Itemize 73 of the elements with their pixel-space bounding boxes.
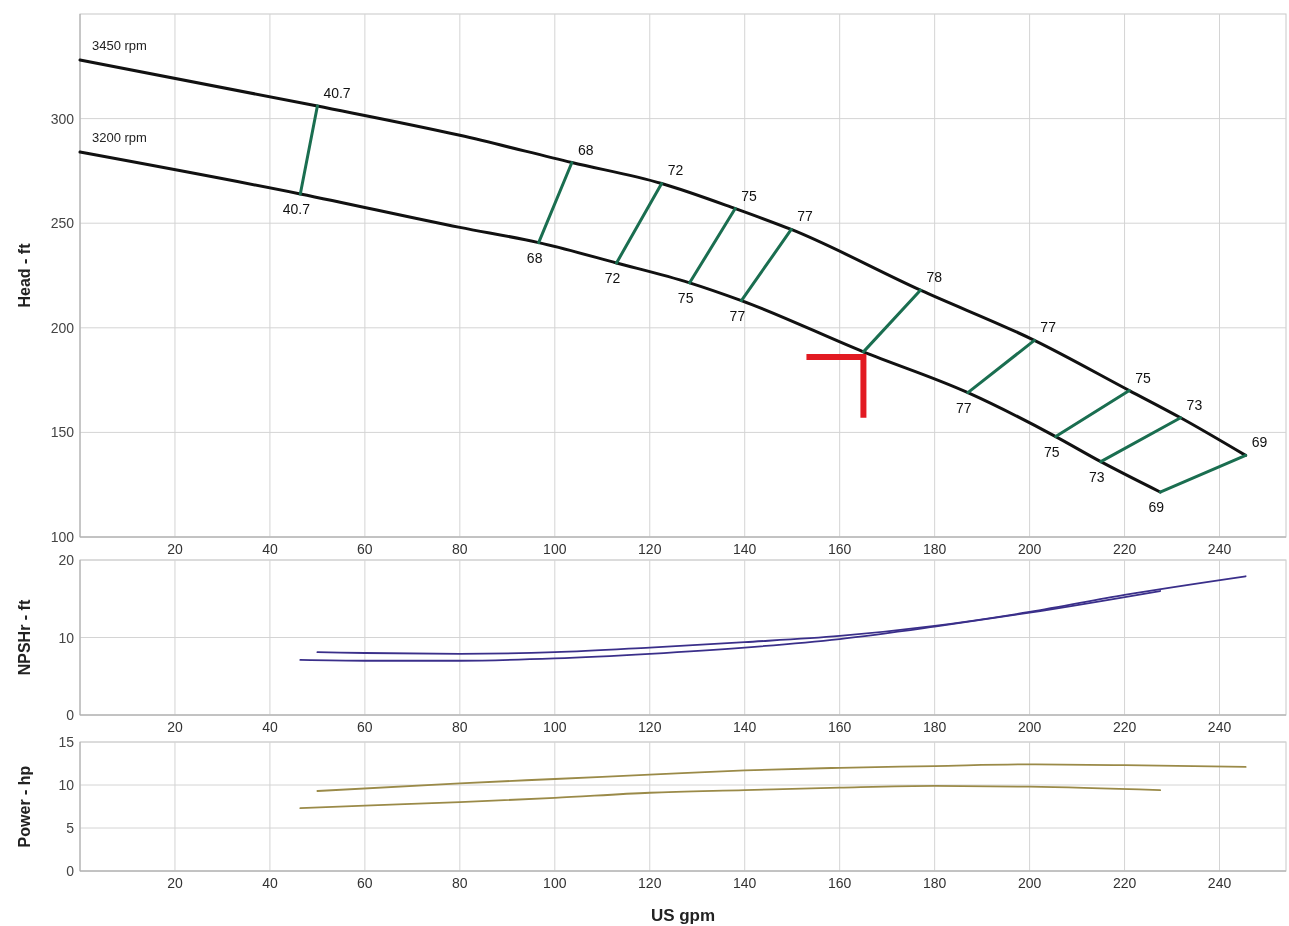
annotation: 69 xyxy=(1148,499,1165,516)
annotation: 68 xyxy=(526,249,543,266)
x-axis-title: US gpm xyxy=(650,906,716,925)
x-tick-label: 180 xyxy=(922,875,947,891)
annotation: 72 xyxy=(604,269,621,286)
x-tick-label: 80 xyxy=(452,719,468,735)
annotation: 77 xyxy=(797,208,814,225)
y-tick-label: 250 xyxy=(50,215,75,232)
y-axis-title: NPSHr - ft xyxy=(16,599,33,676)
annotation: 73 xyxy=(1186,396,1203,413)
y-tick-label: 150 xyxy=(50,424,75,441)
y-tick-label: 0 xyxy=(66,707,75,723)
x-tick-label: 160 xyxy=(828,719,852,735)
annotation: 72 xyxy=(667,162,684,179)
x-tick-label: 200 xyxy=(1017,719,1042,735)
series-label: 3450 rpm xyxy=(92,38,147,54)
annotation: 40.7 xyxy=(282,200,311,217)
x-tick-label: 240 xyxy=(1207,875,1232,891)
x-tick-label: 20 xyxy=(167,719,183,735)
annotation: 75 xyxy=(1135,369,1152,386)
annotation: 73 xyxy=(1089,468,1105,485)
annotation: 75 xyxy=(1043,443,1060,460)
annotation: 40.7 xyxy=(323,85,351,102)
y-axis-title: Head - ft xyxy=(16,242,33,308)
x-tick-label: 220 xyxy=(1112,719,1137,735)
x-tick-label: 100 xyxy=(543,541,567,557)
y-tick-label: 200 xyxy=(50,319,75,336)
x-tick-label: 160 xyxy=(828,875,852,891)
x-tick-label: 120 xyxy=(638,875,662,891)
annotation: 78 xyxy=(926,269,943,286)
x-tick-label: 200 xyxy=(1017,875,1042,891)
y-tick-label: 10 xyxy=(58,777,75,793)
annotation: 75 xyxy=(677,289,694,306)
x-tick-label: 140 xyxy=(733,719,757,735)
annotation: 77 xyxy=(1040,319,1057,336)
x-tick-label: 60 xyxy=(357,541,373,557)
y-tick-label: 20 xyxy=(58,552,75,568)
x-tick-label: 220 xyxy=(1112,875,1137,891)
x-tick-label: 40 xyxy=(262,719,278,735)
x-tick-label: 120 xyxy=(638,719,662,735)
x-tick-label: 120 xyxy=(638,541,662,557)
x-tick-label: 140 xyxy=(733,541,757,557)
x-tick-label: 180 xyxy=(922,541,947,557)
x-tick-label: 40 xyxy=(262,541,278,557)
annotation: 75 xyxy=(741,187,758,204)
x-tick-label: 80 xyxy=(452,541,468,557)
x-tick-label: 60 xyxy=(357,719,373,735)
x-tick-label: 100 xyxy=(543,719,567,735)
y-tick-label: 15 xyxy=(58,734,75,750)
x-tick-label: 180 xyxy=(922,719,947,735)
y-tick-label: 100 xyxy=(50,529,75,545)
annotation: 68 xyxy=(577,141,594,158)
x-tick-label: 160 xyxy=(828,541,852,557)
x-tick-label: 220 xyxy=(1112,541,1137,557)
x-tick-label: 20 xyxy=(167,875,183,891)
annotation: 69 xyxy=(1251,434,1268,451)
series-label: 3200 rpm xyxy=(92,130,147,146)
y-tick-label: 5 xyxy=(66,820,75,836)
x-tick-label: 60 xyxy=(357,875,373,891)
x-tick-label: 140 xyxy=(733,875,757,891)
x-tick-label: 100 xyxy=(543,875,567,891)
x-tick-label: 40 xyxy=(262,875,278,891)
x-tick-label: 80 xyxy=(452,875,468,891)
x-tick-label: 200 xyxy=(1017,541,1042,557)
y-tick-label: 10 xyxy=(58,629,75,646)
y-tick-label: 300 xyxy=(50,110,75,127)
x-tick-label: 240 xyxy=(1207,719,1232,735)
x-tick-label: 20 xyxy=(167,541,183,557)
y-tick-label: 0 xyxy=(66,863,75,879)
y-axis-title: Power - hp xyxy=(16,765,33,848)
annotation: 77 xyxy=(956,399,972,416)
annotation: 77 xyxy=(729,307,746,324)
x-tick-label: 240 xyxy=(1207,541,1232,557)
